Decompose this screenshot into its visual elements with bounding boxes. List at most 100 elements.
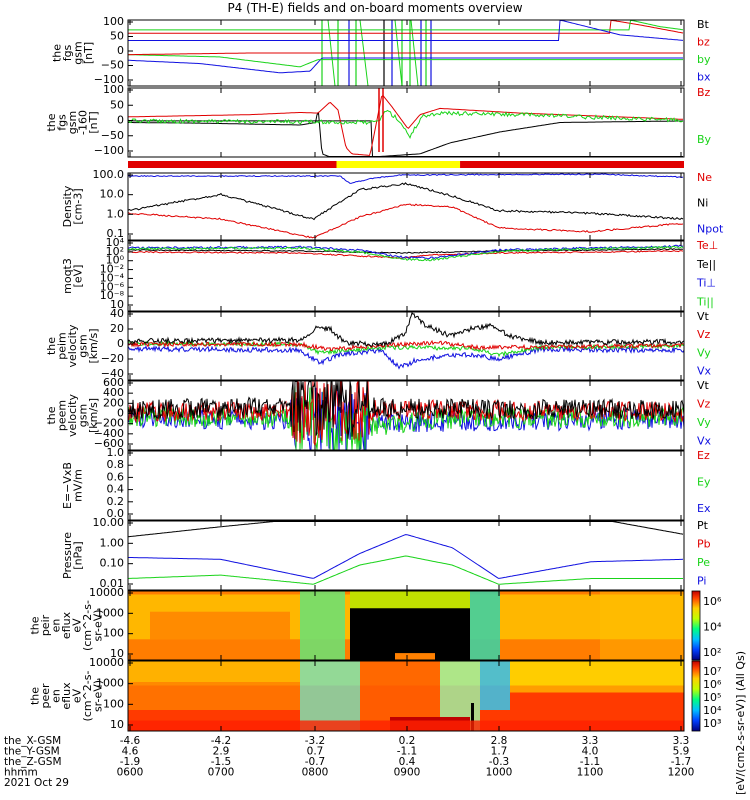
- y-tick-label: 10⁻⁸: [100, 289, 125, 302]
- x-axis-row-label: the_X-GSM: [4, 735, 61, 747]
- x-tick-label: 4.0: [582, 746, 599, 758]
- y-axis-label-line: peir: [39, 614, 52, 636]
- y-axis-label-line: gsm: [66, 111, 79, 134]
- y-tick-label: 10²: [106, 245, 124, 258]
- bt-line-2: [128, 120, 684, 157]
- text-layer: 100500−50−100thefgsgsm[nT]Btbzbybx100500…: [4, 15, 747, 795]
- y-axis-label-line: [km/s]: [87, 328, 100, 363]
- y-axis-label-line: the: [45, 337, 58, 355]
- x-tick-label: -3.2: [305, 735, 326, 747]
- Ti-perp: [127, 244, 684, 260]
- mode-bar-segment: [460, 161, 684, 168]
- panel-frame: [127, 450, 685, 521]
- y-tick-label: 50: [110, 98, 124, 111]
- legend-entry: Pb: [697, 537, 711, 550]
- y-axis-label-line: fgs: [61, 44, 74, 61]
- colorbar-tick-label: 10⁶: [703, 595, 722, 608]
- y-axis-label-line: gsm: [71, 41, 84, 64]
- x-axis-row-label: hhmm: [4, 767, 38, 779]
- mode-bar-segment: [336, 161, 461, 168]
- spec-region: [470, 591, 500, 660]
- y-tick-label: 1.0: [107, 207, 125, 220]
- y-tick-label: 20: [110, 322, 124, 335]
- by-line: [128, 54, 683, 68]
- colorbar-tick-label: 10⁷: [703, 665, 721, 678]
- frames-layer: [127, 19, 685, 732]
- colorbar-tick-label: 10⁴: [703, 621, 722, 634]
- legend-entry: Ne: [697, 171, 712, 184]
- y-tick-label: 10000: [89, 586, 124, 599]
- y-axis-label-line: peim: [56, 332, 69, 360]
- y-axis-label-line: peem: [56, 400, 69, 431]
- y-tick-label: −20: [101, 352, 124, 365]
- y-tick-label: 600: [103, 376, 124, 389]
- y-axis-label-line: mV/m: [71, 469, 84, 502]
- by-line-2: [127, 109, 684, 140]
- x-tick-label: 0.7: [307, 746, 324, 758]
- peer-colorbar: [691, 660, 701, 732]
- y-axis-label-line: gsm: [77, 404, 90, 427]
- y-tick-label: 0.8: [107, 458, 125, 471]
- y-axis-label: Density[cm-3]: [61, 185, 85, 227]
- legend-entry: bx: [697, 71, 711, 84]
- Vx-peem: [127, 387, 685, 450]
- bx-line-right: [128, 20, 684, 41]
- legend-entry: Vt: [697, 379, 710, 392]
- Ti-par: [127, 245, 684, 262]
- panel-frame: [127, 87, 685, 158]
- y-tick-label: 0.0: [107, 507, 125, 520]
- mode-bar-segment: [128, 161, 337, 168]
- legend-entry: Vt: [697, 310, 710, 323]
- y-tick-label: 100: [103, 697, 124, 710]
- x-tick-label: 0900: [394, 767, 421, 779]
- y-axis-label-line: [nT]: [82, 42, 95, 64]
- legend-entry: by: [697, 53, 711, 66]
- colorbar-label: [eV/(cm2-s-sr-eV)] (All Qs): [734, 651, 747, 795]
- y-tick-label: 0: [117, 44, 124, 57]
- legend-entry: Vx: [697, 434, 712, 447]
- x-tick-label: 2.8: [491, 735, 508, 747]
- legend-entry: Npot: [697, 222, 724, 235]
- y-axis-label-line: the: [45, 406, 58, 424]
- Vz-peim: [127, 339, 685, 352]
- y-tick-label: 1.0: [107, 446, 125, 459]
- y-axis-label-line: the: [29, 616, 42, 634]
- pressure-Pi: [128, 534, 684, 579]
- y-tick-label: 50: [110, 30, 124, 43]
- y-axis-label: moqt3[eV]: [61, 258, 85, 294]
- chart-title: P4 (TH-E) fields and on-board moments ov…: [227, 1, 523, 15]
- x-tick-label: -1.7: [671, 756, 692, 768]
- bz-line-2: [127, 94, 683, 156]
- x-tick-label: 1200: [668, 767, 695, 779]
- y-axis-label-line: moqt3: [61, 258, 74, 294]
- density-Ne: [127, 203, 684, 239]
- panel-frame: [127, 590, 685, 661]
- y-tick-label: −200: [94, 417, 124, 430]
- legend-entry: Ti||: [696, 295, 714, 308]
- y-tick-label: 0.01: [100, 577, 125, 590]
- spec-region: [128, 682, 300, 710]
- colorbar-tick-label: 10²: [703, 646, 721, 659]
- by-line-right: [128, 20, 684, 31]
- panel-frame: [127, 311, 685, 381]
- y-tick-label: −600: [94, 437, 124, 450]
- legend-entry: Ex: [697, 502, 711, 515]
- spec-region: [471, 703, 474, 731]
- y-tick-label: 0: [117, 337, 124, 350]
- legend-entry: Ni: [697, 197, 708, 210]
- y-axis-label-line: velocity: [66, 394, 79, 437]
- Vx-peim: [127, 344, 685, 370]
- y-axis-label-line: the: [29, 687, 42, 705]
- y-axis-label-line: (cm^2-s-: [81, 671, 94, 722]
- legend-entry: Te||: [696, 258, 716, 271]
- legend-entry: Te⊥: [696, 239, 718, 252]
- y-axis-label-line: [nT]: [87, 111, 100, 133]
- y-axis-label-line: [cm-3]: [71, 188, 84, 224]
- spec-region: [480, 661, 510, 710]
- density-Npot: [127, 173, 684, 184]
- x-tick-label: -1.9: [120, 756, 141, 768]
- x-tick-label: -1.1: [397, 746, 418, 758]
- x-tick-label: 0700: [208, 767, 235, 779]
